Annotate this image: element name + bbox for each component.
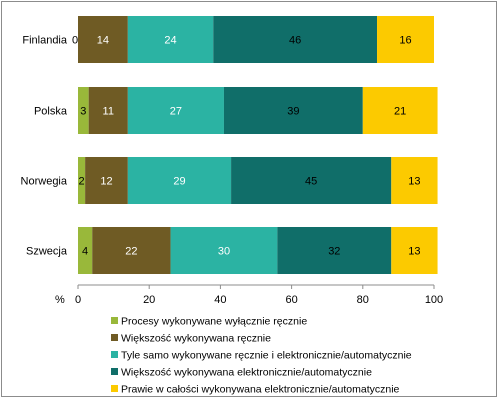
bar-segment	[231, 157, 392, 204]
bar-segment	[78, 16, 128, 63]
bar-segment	[127, 16, 214, 63]
data-label: 14	[97, 35, 109, 47]
bar-segment	[170, 227, 278, 274]
legend-label: Prawie w całości wykonywana elektroniczn…	[121, 384, 400, 396]
data-label: 29	[173, 176, 185, 188]
bar-segment	[362, 87, 438, 134]
category-label: Finlandia	[22, 35, 68, 47]
legend-label: Tyle samo wykonywane ręcznie i elektroni…	[121, 350, 412, 362]
legend-label: Większość wykonywana ręcznie	[121, 333, 271, 345]
bar-segment	[223, 87, 363, 134]
bar-segment	[78, 87, 89, 134]
bar-segment	[78, 227, 93, 274]
data-label: 39	[287, 106, 299, 118]
data-label: 22	[125, 246, 137, 258]
bar-segment	[277, 227, 392, 274]
data-label: 30	[218, 246, 230, 258]
data-label: 32	[328, 246, 340, 258]
data-label: 12	[100, 176, 112, 188]
data-label: 3	[80, 106, 86, 118]
legend-swatch	[111, 385, 118, 392]
bar-segment	[213, 16, 378, 63]
data-label: 13	[408, 246, 420, 258]
x-tick-label: 100	[425, 294, 443, 306]
x-tick-label: 20	[143, 294, 155, 306]
data-label: 45	[305, 176, 317, 188]
bar-segment	[377, 16, 434, 63]
data-label: 24	[164, 35, 176, 47]
x-tick-label: 40	[214, 294, 226, 306]
axis-group: 0 20 40 60 80 100%	[55, 284, 443, 306]
data-label: 11	[103, 106, 114, 118]
bar-segment	[127, 157, 232, 204]
data-label: 27	[170, 106, 182, 118]
legend-label: Procesy wykonywane wyłącznie ręcznie	[121, 316, 307, 328]
data-label: 21	[394, 106, 406, 118]
data-label: 13	[408, 176, 420, 188]
category-label: Polska	[34, 106, 68, 118]
x-tick-label: 0	[75, 294, 81, 306]
legend-label: Większość wykonywana elektronicznie/auto…	[121, 367, 372, 379]
data-label: 4	[82, 246, 88, 258]
data-label: 16	[399, 35, 411, 47]
x-tick-label: 80	[357, 294, 369, 306]
category-label: Szwecja	[26, 246, 68, 258]
bar-segment	[127, 87, 224, 134]
data-label: 46	[289, 35, 301, 47]
legend-swatch	[111, 317, 118, 324]
x-axis-unit: %	[55, 294, 65, 306]
bar-segment	[85, 157, 128, 204]
bar-segment	[391, 157, 438, 204]
legend-swatch	[111, 351, 118, 358]
data-label: 0	[72, 35, 78, 47]
category-label: Norwegia	[21, 176, 68, 188]
legend-swatch	[111, 334, 118, 341]
bar-segment	[88, 87, 128, 134]
data-label: 2	[78, 176, 84, 188]
legend-swatch	[111, 368, 118, 375]
x-tick-label: 60	[285, 294, 297, 306]
bar-segment	[92, 227, 171, 274]
bar-segment	[391, 227, 438, 274]
bar-segment	[78, 157, 86, 204]
legend: Procesy wykonywane wyłącznie ręcznie Więk…	[111, 316, 412, 396]
